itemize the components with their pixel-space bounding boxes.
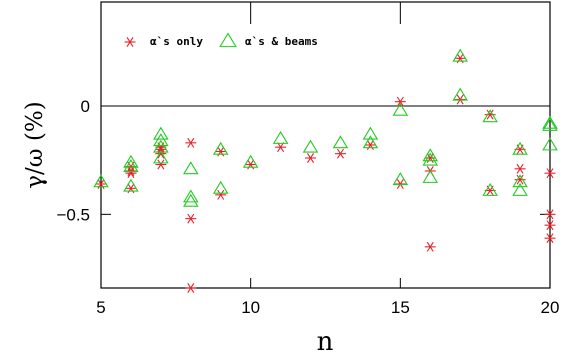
data-point-asterisk <box>514 163 526 174</box>
data-marks <box>93 48 558 293</box>
legend-label-alphas-and-beams: α`s & beams <box>245 35 318 48</box>
data-point-asterisk <box>185 213 197 224</box>
data-point-triangle <box>392 172 409 186</box>
data-point-triangle <box>392 102 409 116</box>
data-point-triangle <box>302 139 319 153</box>
data-point-triangle <box>452 48 468 62</box>
data-point-asterisk <box>544 233 556 244</box>
data-point-triangle <box>272 130 289 144</box>
data-point-triangle <box>512 174 528 188</box>
data-point-asterisk <box>185 283 197 293</box>
data-point-triangle <box>542 117 558 131</box>
data-point-triangle <box>422 169 439 183</box>
data-point-triangle <box>153 126 169 140</box>
axis-tick-labels: 5 10 15 20 0 −0.5 <box>56 97 559 317</box>
legend-marker-triangle <box>219 32 237 48</box>
x-tick-label: 5 <box>96 298 105 317</box>
data-point-asterisk <box>155 148 167 159</box>
x-tick-label: 10 <box>241 298 260 317</box>
data-point-triangle <box>93 174 109 188</box>
plot-frame <box>100 1 551 289</box>
data-point-triangle <box>422 148 439 162</box>
data-point-asterisk <box>125 168 137 179</box>
data-point-triangle <box>183 193 199 207</box>
data-point-asterisk <box>544 168 556 179</box>
data-point-triangle <box>512 182 528 196</box>
data-point-triangle <box>153 150 169 164</box>
data-point-triangle <box>542 137 558 151</box>
y-axis-label: γ/ω (%) <box>22 101 48 188</box>
data-point-triangle <box>542 115 558 129</box>
data-point-asterisk <box>424 241 436 252</box>
x-axis-label: n <box>317 327 334 356</box>
data-point-triangle <box>422 152 439 166</box>
data-point-triangle <box>123 154 139 168</box>
data-point-triangle <box>212 141 229 155</box>
data-point-triangle <box>123 159 139 173</box>
data-point-asterisk <box>155 159 167 170</box>
data-point-asterisk <box>544 220 556 231</box>
data-point-triangle <box>362 126 379 140</box>
y-tick-label: 0 <box>81 97 90 116</box>
data-point-triangle <box>153 133 169 147</box>
x-tick-label: 20 <box>541 298 560 317</box>
data-point-triangle <box>183 161 199 175</box>
data-point-asterisk <box>544 209 556 220</box>
y-tick-label: −0.5 <box>56 205 90 224</box>
data-point-asterisk <box>514 174 526 185</box>
data-point-asterisk <box>215 189 227 200</box>
data-point-triangle <box>452 87 468 101</box>
data-point-asterisk <box>185 137 197 148</box>
data-point-asterisk <box>484 109 496 120</box>
data-point-triangle <box>123 178 139 192</box>
data-point-triangle <box>212 180 229 194</box>
data-point-asterisk <box>394 96 406 107</box>
data-point-asterisk <box>305 153 317 163</box>
data-point-triangle <box>242 154 259 168</box>
legend-marker-asterisk <box>124 37 136 47</box>
legend: α`s only α`s & beams <box>124 32 318 48</box>
data-point-triangle <box>183 189 199 203</box>
data-point-triangle <box>512 141 528 155</box>
data-point-asterisk <box>334 148 346 159</box>
data-point-asterisk <box>275 142 287 153</box>
data-point-triangle <box>482 182 498 196</box>
data-point-triangle <box>482 109 498 123</box>
x-tick-label: 15 <box>391 298 410 317</box>
data-point-triangle <box>362 135 379 149</box>
legend-label-alphas-only: α`s only <box>150 35 203 48</box>
data-point-triangle <box>332 135 349 149</box>
